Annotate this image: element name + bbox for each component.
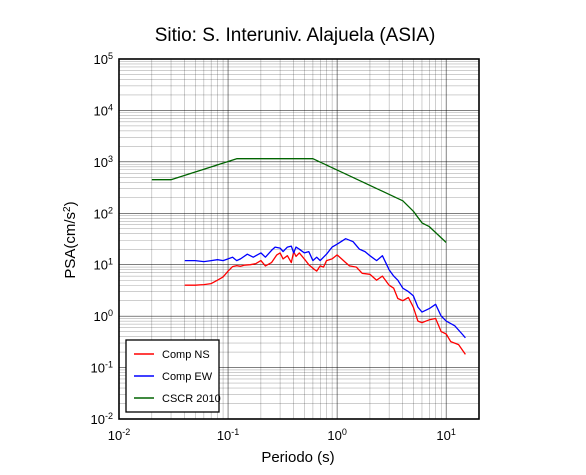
y-tick-label-exp: 3 (108, 154, 113, 164)
x-tick-label: 10-2 (108, 427, 130, 443)
y-tick-label-base: 10 (94, 309, 108, 324)
plot-frame (118, 58, 480, 420)
series-line-3 (151, 158, 447, 243)
series-line-2 (184, 238, 466, 339)
y-tick-label-exp: -1 (105, 360, 113, 370)
x-tick-label: 10-1 (217, 427, 239, 443)
y-tick-label-exp: 5 (108, 51, 113, 61)
y-tick-label-base: 10 (91, 361, 105, 376)
y-tick-label-base: 10 (91, 412, 105, 427)
y-tick-label-base: 10 (94, 206, 108, 221)
legend-label-2: Comp EW (162, 371, 213, 383)
y-tick-label-exp: 4 (108, 102, 113, 112)
y-tick-label-exp: 1 (108, 257, 113, 267)
grid (118, 58, 480, 420)
legend-label-3: CSCR 2010 (162, 393, 221, 405)
series-lines (151, 158, 466, 355)
y-tick-label-base: 10 (94, 52, 108, 67)
series-line-1 (184, 250, 466, 355)
y-axis-title-base: PSA(cm/s (62, 212, 79, 279)
y-tick-label: 10-1 (91, 360, 113, 376)
legend-label-1: Comp NS (162, 349, 210, 361)
y-tick-label: 102 (94, 205, 113, 221)
y-axis-title: PSA(cm/s2) (62, 201, 80, 278)
y-tick-label: 105 (94, 51, 113, 67)
chart-title: Sitio: S. Interuniv. Alajuela (ASIA) (155, 25, 436, 46)
y-tick-label: 101 (94, 257, 113, 273)
x-axis-title: Periodo (s) (261, 449, 334, 466)
y-tick-label-base: 10 (94, 155, 108, 170)
y-tick-label-exp: 0 (108, 308, 113, 318)
y-tick-label: 10-2 (91, 411, 113, 427)
legend: Comp NS Comp EW CSCR 2010 (125, 339, 221, 413)
x-tick-label-exp: -1 (231, 427, 239, 437)
y-tick-label: 104 (94, 102, 113, 118)
x-tick-label: 100 (327, 427, 346, 443)
x-tick-label-base: 10 (217, 428, 231, 443)
x-tick-label-base: 10 (436, 428, 450, 443)
x-tick-label-base: 10 (327, 428, 341, 443)
y-axis-title-sup: 2 (62, 206, 73, 212)
x-tick-label-exp: 0 (342, 427, 347, 437)
x-tick-label: 101 (436, 427, 455, 443)
x-tick-label-base: 10 (108, 428, 122, 443)
y-tick-label: 100 (94, 308, 113, 324)
x-tick-label-exp: -2 (122, 427, 130, 437)
y-tick-label-exp: 2 (108, 205, 113, 215)
y-tick-label-base: 10 (94, 103, 108, 118)
y-tick-label-exp: -2 (105, 411, 113, 421)
x-tick-label-exp: 1 (451, 427, 456, 437)
y-tick-label-base: 10 (94, 258, 108, 273)
y-axis-title-end: ) (62, 201, 79, 206)
y-tick-label: 103 (94, 154, 113, 170)
